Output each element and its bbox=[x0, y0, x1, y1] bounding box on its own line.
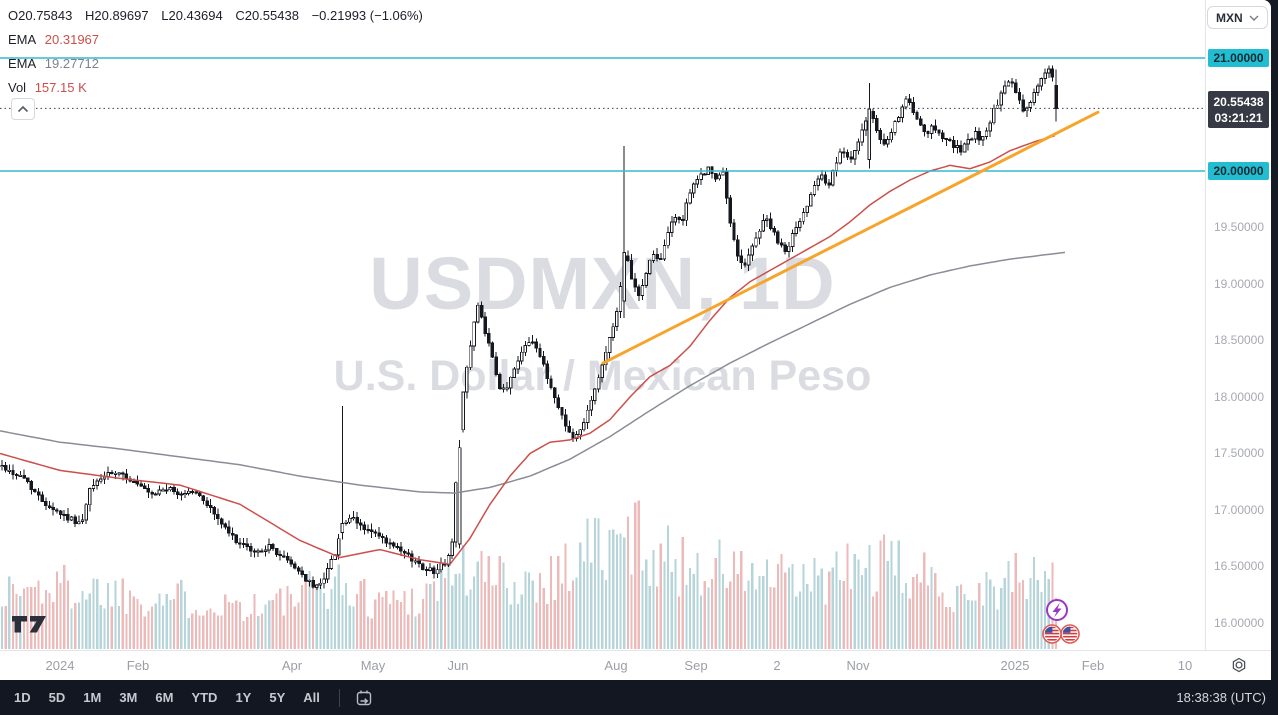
time-tick-label: May bbox=[360, 658, 386, 673]
legend-volume-row: Vol 157.15 K bbox=[8, 76, 423, 100]
calendar-icon bbox=[356, 690, 372, 705]
time-tick-label: 10 bbox=[1177, 658, 1193, 673]
economic-event-flag-us-icon[interactable] bbox=[1060, 624, 1080, 644]
legend-ema-slow-row: EMA 19.27712 bbox=[8, 52, 423, 76]
current-price-label: 20.55438 03:21:21 bbox=[1208, 91, 1269, 128]
low-label: L bbox=[161, 8, 169, 23]
trendline-drawing[interactable] bbox=[601, 110, 1100, 365]
time-tick-label: 2024 bbox=[45, 658, 75, 673]
current-price-value: 20.55438 bbox=[1213, 94, 1264, 109]
range-1d-button[interactable]: 1D bbox=[14, 690, 31, 705]
close-label: C bbox=[235, 8, 245, 23]
currency-dropdown-value: MXN bbox=[1216, 10, 1243, 25]
economic-event-flag-us-icon[interactable] bbox=[1042, 624, 1062, 644]
scale-settings-gear-icon[interactable] bbox=[1231, 657, 1247, 673]
tradingview-logo[interactable] bbox=[10, 612, 54, 636]
volume-value: 157.15 K bbox=[34, 80, 87, 95]
price-tick-label: 18.50000 bbox=[1213, 333, 1265, 347]
currency-dropdown[interactable]: MXN bbox=[1207, 6, 1268, 29]
ema-fast-label: EMA bbox=[8, 32, 37, 47]
legend-ema-fast-row: EMA 20.31967 bbox=[8, 28, 423, 52]
open-value: 20.75843 bbox=[18, 8, 73, 23]
chart-widget: USDMXN, 1D U.S. Dollar / Mexican Peso O2… bbox=[0, 0, 1271, 680]
range-button-group: 1D 5D 1M 3M 6M YTD 1Y 5Y All bbox=[0, 680, 329, 715]
price-chart[interactable] bbox=[0, 0, 1205, 650]
price-line-label: 21.00000 bbox=[1208, 49, 1269, 67]
time-tick-label: Sep bbox=[684, 658, 708, 673]
time-tick-label: 2025 bbox=[1000, 658, 1030, 673]
range-5d-button[interactable]: 5D bbox=[48, 690, 66, 705]
ema-fast-line[interactable] bbox=[0, 134, 1056, 566]
volume-series[interactable] bbox=[0, 500, 1058, 650]
ema-slow-label: EMA bbox=[8, 56, 37, 71]
range-3m-button[interactable]: 3M bbox=[119, 690, 138, 705]
bottom-toolbar: 1D 5D 1M 3M 6M YTD 1Y 5Y All 18:38:38 (UTC) bbox=[0, 680, 1278, 715]
price-tick-label: 16.50000 bbox=[1213, 559, 1265, 573]
ohlc-legend: O20.75843 H20.89697 L20.43694 C20.55438 … bbox=[8, 4, 423, 100]
time-tick-label: Nov bbox=[846, 658, 870, 673]
chevron-up-icon bbox=[17, 105, 29, 113]
bar-close-countdown: 03:21:21 bbox=[1214, 110, 1263, 125]
collapse-legend-button[interactable] bbox=[11, 98, 35, 120]
price-tick-label: 16.00000 bbox=[1213, 615, 1265, 630]
range-1m-button[interactable]: 1M bbox=[83, 690, 102, 705]
legend-ohlc-row: O20.75843 H20.89697 L20.43694 C20.55438 … bbox=[8, 4, 423, 28]
price-tick-label: 19.00000 bbox=[1213, 276, 1265, 291]
timezone-clock[interactable]: 18:38:38 (UTC) bbox=[1176, 690, 1266, 705]
event-markers[interactable] bbox=[1042, 599, 1080, 644]
time-tick-label: Apr bbox=[281, 658, 303, 673]
go-to-date-button[interactable] bbox=[350, 680, 378, 715]
ema-slow-value: 19.27712 bbox=[44, 56, 100, 71]
high-label: H bbox=[84, 8, 95, 23]
range-all-button[interactable]: All bbox=[303, 690, 320, 705]
price-axis[interactable]: 20.55438 03:21:21 19.50000 19.00000 18.500… bbox=[1205, 0, 1271, 650]
high-value: 20.89697 bbox=[94, 8, 149, 23]
price-tick-label: 17.50000 bbox=[1213, 446, 1265, 460]
time-axis[interactable]: 2024 Feb Apr May Jun Aug Sep 2 Nov 2025 Feb 10 bbox=[0, 650, 1271, 680]
range-5y-button[interactable]: 5Y bbox=[269, 690, 286, 705]
range-6m-button[interactable]: 6M bbox=[155, 690, 174, 705]
chevron-down-icon bbox=[1249, 15, 1259, 21]
time-tick-label: Jun bbox=[447, 658, 469, 673]
price-tick-label: 19.50000 bbox=[1213, 220, 1265, 234]
price-line-label: 20.00000 bbox=[1208, 162, 1269, 180]
toolbar-divider bbox=[338, 688, 340, 707]
range-ytd-button[interactable]: YTD bbox=[191, 690, 218, 705]
close-value: 20.55438 bbox=[244, 8, 299, 23]
low-value: 20.43694 bbox=[168, 8, 223, 23]
chart-canvas[interactable]: USDMXN, 1D U.S. Dollar / Mexican Peso O2… bbox=[0, 0, 1205, 650]
time-tick-label: Feb bbox=[1081, 658, 1105, 673]
ema-fast-value: 20.31967 bbox=[44, 32, 100, 47]
time-tick-label: Feb bbox=[126, 658, 150, 673]
ema-slow-line[interactable] bbox=[0, 251, 1066, 494]
time-tick-label: 2 bbox=[773, 658, 781, 673]
volume-label: Vol bbox=[8, 80, 27, 95]
range-1y-button[interactable]: 1Y bbox=[235, 690, 252, 705]
price-tick-label: 18.00000 bbox=[1213, 389, 1265, 404]
price-tick-label: 17.00000 bbox=[1213, 502, 1265, 517]
time-tick-label: Aug bbox=[604, 658, 628, 673]
candlestick-series[interactable] bbox=[0, 65, 1058, 591]
change-value: −0.21993 (−1.06%) bbox=[311, 8, 423, 23]
open-label: O bbox=[8, 8, 19, 23]
